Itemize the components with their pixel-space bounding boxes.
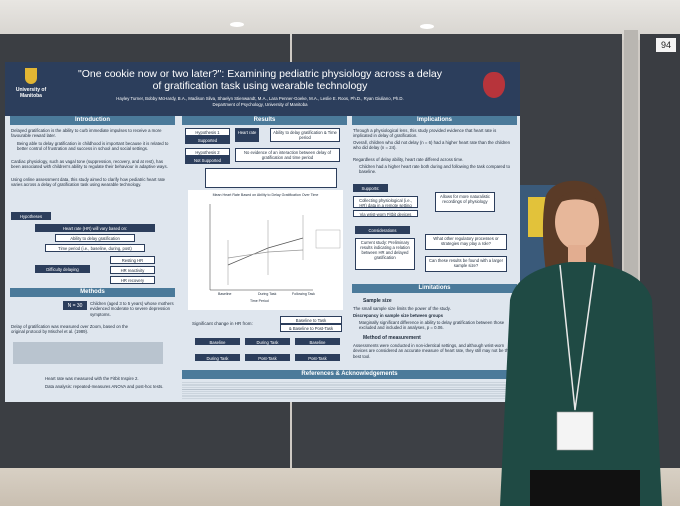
neck [568, 245, 586, 267]
implications-text: Regardless of delay ability, heart rate … [353, 157, 464, 162]
supports-label: Supports: [353, 184, 388, 192]
ceiling [0, 0, 680, 40]
ceiling-light [230, 22, 244, 27]
intro-text: Delayed gratification is the ability to … [11, 128, 162, 139]
methods-text: Children (aged 3 to 5 years) whose mothe… [90, 301, 174, 317]
supports-box: Collecting physiological (i.e., HR) data… [353, 196, 418, 208]
lanyard [559, 264, 596, 411]
stats-box [205, 168, 337, 188]
limitation-text: The small sample size limits the power o… [353, 306, 451, 311]
result-box: Hypothesis 2 [185, 148, 230, 156]
limitation-text: Assessments were conducted in non-identi… [353, 343, 511, 359]
implications-text: Through a physiological lens, this study… [353, 128, 497, 139]
implications-text: Children had a higher heart rate both du… [359, 164, 510, 175]
poster: University of Manitoba "One cookie now o… [5, 62, 520, 402]
section-heading: Limitations [352, 284, 517, 293]
result-box: Not Supported [185, 156, 230, 164]
hypothesis-box: HR reactivity [110, 266, 155, 274]
intro-text: Cardiac physiology, such as vagal tone (… [11, 159, 168, 170]
chart-drawing [209, 204, 341, 291]
hypothesis-box: Time period (i.e., baseline, during, pos… [45, 244, 145, 252]
supports-box: Via wrist-worn Fitbit devices [353, 210, 418, 217]
limitation-title: Method of measurement [363, 335, 421, 341]
limitation-text: Marginally significant difference in abi… [359, 320, 505, 331]
sign: 94 [656, 38, 676, 52]
task-images [13, 342, 163, 364]
table-cell: Post-Task [295, 354, 340, 361]
shirt [500, 262, 662, 506]
supports-box: Allows for more naturalistic recordings … [435, 192, 495, 212]
methods-text: Delay of gratification was measured over… [11, 324, 129, 335]
table-cell: Baseline [195, 338, 240, 345]
logo-crest [25, 68, 37, 84]
methods-text: Heart rate was measured with the Fitbit … [45, 376, 139, 381]
intro-text: Using online assessment data, this study… [11, 177, 166, 188]
limitation-title: Sample size [363, 298, 392, 304]
logo-text: University of Manitoba [15, 87, 47, 100]
hypothesis-box: Resting HR [110, 256, 155, 264]
considerations-box: What other regulatory processes or strat… [425, 234, 507, 250]
chart-title: Mean Heart Rate Based on Ability to Dela… [212, 193, 319, 197]
chart-x-label: During Task [258, 292, 277, 296]
chart-x-label: Following Task [292, 292, 315, 296]
considerations-box: Can these results be found with a larger… [425, 256, 507, 272]
chart-x-label: Baseline [218, 292, 232, 296]
result-box: Ability to delay gratification & Time pe… [270, 128, 340, 142]
ceiling-light [420, 24, 434, 29]
hypothesis-box: Heart rate (HR) will vary based on: [35, 224, 155, 232]
table-cell: Post-Task [245, 354, 290, 361]
hypothesis-box: Difficulty delaying [35, 265, 90, 273]
table-cell: Baseline [295, 338, 340, 345]
heart-graphic [483, 72, 505, 98]
implications-text: Overall, children who did not delay (n =… [353, 140, 511, 151]
section-heading: References & Acknowledgements [182, 370, 517, 379]
chart-panel: Mean Heart Rate Based on Ability to Dela… [188, 190, 343, 310]
section-heading: Methods [10, 288, 175, 297]
methods-text: Data analysis: repeated-measures ANOVA a… [45, 384, 164, 389]
considerations-label: Considerations [355, 226, 410, 234]
intro-text: Being able to delay gratification in chi… [17, 141, 169, 152]
results-text: Significant change in HR from: [192, 321, 253, 326]
pants [530, 470, 640, 506]
result-box: Heart rate [235, 128, 259, 142]
poster-header [5, 62, 520, 116]
result-box: Hypothesis 1 [185, 128, 230, 136]
table-cell: During Task [245, 338, 290, 345]
hypothesis-box: Ability to delay gratification [55, 234, 135, 242]
result-box: No evidence of an interaction between de… [235, 148, 340, 162]
name-badge [556, 411, 594, 451]
poster-title: "One cookie now or two later?": Examinin… [77, 68, 443, 93]
face [555, 194, 599, 250]
poster-authors: Hayley Turner, Bobby McHardy, B.A., Madi… [116, 96, 404, 101]
table-cell: During Task [195, 354, 240, 361]
chart-axis-title: Time Period [250, 299, 269, 303]
section-heading: Results [182, 116, 347, 125]
poster-affiliation: Department of Psychology, University of … [212, 102, 308, 107]
hypothesis-box: HR recovery [110, 276, 155, 284]
section-heading: Introduction [10, 116, 175, 125]
section-heading: Implications [352, 116, 517, 125]
hair [555, 190, 602, 210]
references-text [182, 381, 517, 399]
sample-size: N = 30 [63, 301, 87, 310]
result-box: & Baseline to Post-Task [280, 324, 342, 332]
result-box: Baseline to Task [280, 316, 342, 324]
hypotheses-label: Hypotheses [11, 212, 51, 220]
limitation-text: Discrepancy in sample size between group… [353, 313, 444, 318]
considerations-box: Current study: Preliminary results indic… [355, 238, 415, 270]
result-box: Supported [185, 136, 230, 144]
chart-legend [315, 229, 341, 249]
